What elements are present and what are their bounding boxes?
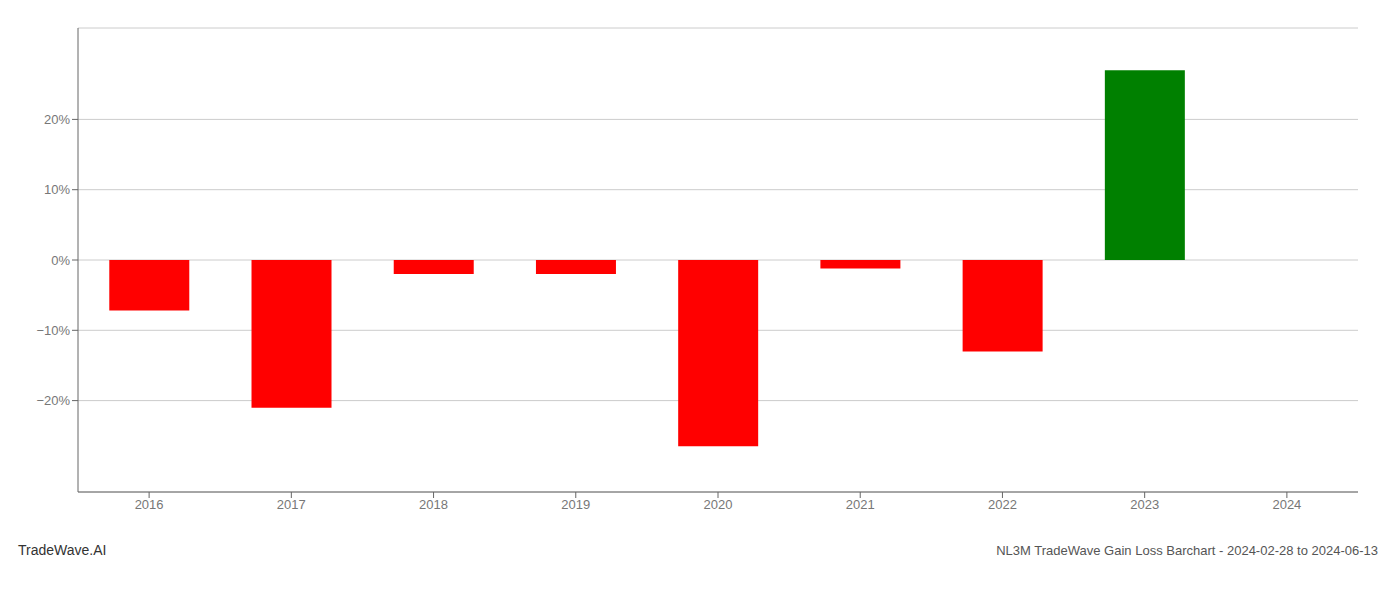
html-text:NL3M TradeWave Gain Loss Barch: NL3M TradeWave Gain Loss Barchart - 2024…	[996, 543, 1378, 558]
svg-text:2023: 2023	[1130, 497, 1159, 512]
svg-text:2017: 2017	[277, 497, 306, 512]
svg-text:2022: 2022	[988, 497, 1017, 512]
svg-text:2016: 2016	[135, 497, 164, 512]
svg-text:−10%: −10%	[36, 323, 70, 338]
svg-text:2021: 2021	[846, 497, 875, 512]
svg-text:2018: 2018	[419, 497, 448, 512]
svg-text:2020: 2020	[704, 497, 733, 512]
svg-text:20%: 20%	[44, 112, 70, 127]
svg-text:−20%: −20%	[36, 393, 70, 408]
svg-text:2024: 2024	[1272, 497, 1301, 512]
svg-text:0%: 0%	[51, 253, 70, 268]
svg-text:2019: 2019	[561, 497, 590, 512]
html-text:TradeWave.AI: TradeWave.AI	[18, 542, 107, 558]
svg-text:10%: 10%	[44, 182, 70, 197]
